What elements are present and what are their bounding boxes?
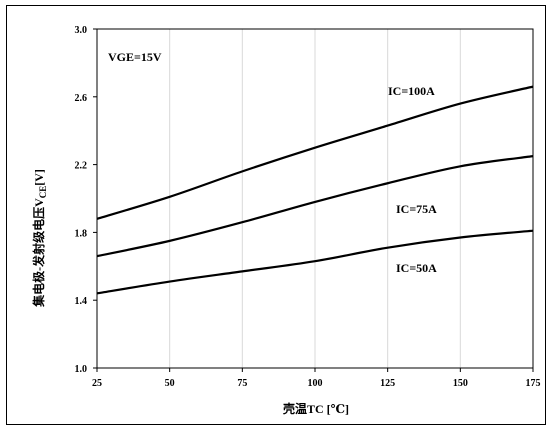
y-tick-label: 1.8 (75, 228, 88, 239)
y-tick-label: 2.6 (75, 93, 88, 104)
series-label: IC=100A (388, 84, 435, 98)
x-tick-label: 50 (165, 378, 175, 389)
x-axis: 25 50 75 100 125 150 175 (92, 368, 541, 389)
x-tick-label: 125 (380, 378, 395, 389)
x-tick-label: 100 (308, 378, 323, 389)
series-line-ic-50a (96, 229, 534, 295)
grid (169, 29, 461, 368)
series-line-ic-75a (96, 155, 534, 258)
x-tick-label: 75 (237, 378, 247, 389)
y-tick-label: 1.0 (75, 364, 88, 375)
y-tick-label: 1.4 (75, 296, 88, 307)
y-axis-label-main: 集电极-发射级电压V (31, 198, 46, 308)
series-labels: IC=100A IC=75A IC=50A (388, 84, 437, 275)
series-group (96, 85, 534, 295)
series-line-ic-100a (96, 85, 534, 220)
x-tick-label: 175 (526, 378, 541, 389)
y-axis-label-unit: [V] (32, 169, 46, 186)
series-label: IC=50A (396, 261, 437, 275)
x-tick-label: 25 (92, 378, 102, 389)
y-axis-label: 集电极-发射级电压VCE[V] (31, 169, 48, 308)
series-label: IC=75A (396, 202, 437, 216)
y-tick-label: 3.0 (75, 25, 88, 36)
annotation-vge: VGE=15V (108, 50, 162, 64)
x-axis-label: 壳温TC [℃] (282, 401, 349, 416)
y-axis: 1.0 1.4 1.8 2.2 2.6 3.0 (75, 25, 97, 375)
chart-frame (6, 5, 546, 425)
x-tick-label: 150 (453, 378, 468, 389)
y-axis-label-sub: CE (38, 186, 48, 199)
y-tick-label: 2.2 (75, 161, 88, 172)
